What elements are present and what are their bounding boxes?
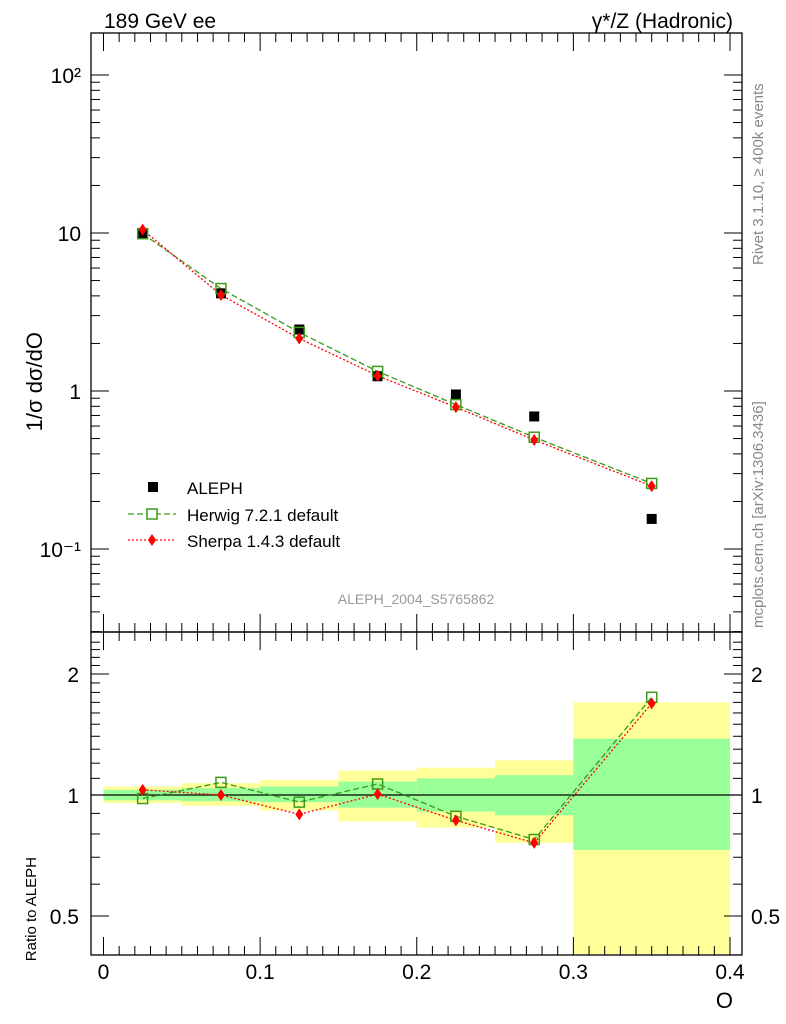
main-y-tick-label: 1 <box>69 381 81 404</box>
herwig-line <box>142 233 652 485</box>
main-y-tick-label: 10² <box>51 65 81 88</box>
ratio-band-inner <box>260 786 339 803</box>
legend: ALEPH Herwig 7.2.1 default Sherpa 1.4.3 de… <box>128 479 340 551</box>
sherpa-point <box>295 332 304 345</box>
ratio-sherpa-point <box>295 808 304 821</box>
ratio-herwig-point <box>293 796 306 808</box>
ratio-points <box>136 691 658 849</box>
analysis-label: ALEPH_2004_S5765862 <box>338 591 495 607</box>
legend-sherpa-label: Sherpa 1.4.3 default <box>187 532 340 551</box>
ratio-y-tick-label-left: 1 <box>67 785 79 808</box>
legend-aleph-marker <box>148 482 158 492</box>
x-axis-label: O <box>716 988 733 1013</box>
ratio-panel: 0.5 0.5 1 1 2 2 0 0.1 0.2 0.3 0.4 Ratio to ALEPH O <box>23 631 780 1013</box>
ratio-sherpa-point <box>647 697 656 710</box>
sherpa-point <box>216 289 225 302</box>
ratio-sherpa-point <box>138 783 147 796</box>
x-tick-label: 0 <box>98 961 110 984</box>
main-y-tick-label: 10 <box>58 223 81 246</box>
sherpa-point <box>373 369 382 382</box>
aleph-point <box>529 411 540 422</box>
x-tick-label: 0.3 <box>559 961 588 984</box>
ratio-sherpa-point <box>373 788 382 801</box>
main-y-tick-label: 10⁻¹ <box>40 539 81 562</box>
main-panel: 10⁻¹ 1 10 10² ALEPH_2004_S5765862 1/σ dσ/dO… <box>22 32 743 633</box>
ratio-sherpa-point <box>216 789 225 801</box>
aleph-point <box>450 389 461 400</box>
ratio-y-tick-label-left: 0.5 <box>50 906 79 929</box>
x-tick-label: 0.4 <box>715 961 745 984</box>
sherpa-line <box>142 229 652 487</box>
main-axes: 10⁻¹ 1 10 10² <box>40 32 743 633</box>
ratio-y-tick-label-right: 2 <box>751 664 763 687</box>
legend-aleph-label: ALEPH <box>187 479 243 498</box>
ratio-y-tick-label-left: 2 <box>67 664 79 687</box>
aleph-point <box>294 324 305 335</box>
mcplots-label: mcplots.cern.ch [arXiv:1306.3436] <box>750 401 767 628</box>
ratio-y-tick-label-right: 0.5 <box>751 906 780 929</box>
ratio-herwig-point <box>215 776 227 789</box>
ratio-y-axis-label: Ratio to ALEPH <box>23 857 40 961</box>
x-tick-label: 0.1 <box>246 961 275 984</box>
main-data-points <box>136 223 658 524</box>
x-tick-label: 0.2 <box>402 961 431 984</box>
sherpa-point <box>530 433 539 446</box>
main-series-lines <box>142 229 652 487</box>
legend-sherpa-marker <box>148 534 156 546</box>
main-y-axis-label: 1/σ dσ/dO <box>22 332 47 431</box>
legend-herwig-label: Herwig 7.2.1 default <box>187 506 338 525</box>
sherpa-point <box>451 401 460 414</box>
sherpa-point <box>138 223 147 236</box>
sherpa-point <box>647 480 656 493</box>
ratio-y-tick-label-right: 1 <box>751 785 763 808</box>
ratio-sherpa-point <box>451 814 460 827</box>
legend-herwig-marker <box>146 508 158 520</box>
ratio-uncertainty-bands <box>91 702 742 954</box>
aleph-point <box>646 513 657 524</box>
process-label: γ*/Z (Hadronic) <box>592 10 733 33</box>
ratio-axes: 0.5 0.5 1 1 2 2 0 0.1 0.2 0.3 0.4 <box>50 631 780 984</box>
energy-label: 189 GeV ee <box>104 10 216 33</box>
rivet-label: Rivet 3.1.10, ≥ 400k events <box>750 83 767 265</box>
ratio-sherpa-point <box>530 836 539 849</box>
